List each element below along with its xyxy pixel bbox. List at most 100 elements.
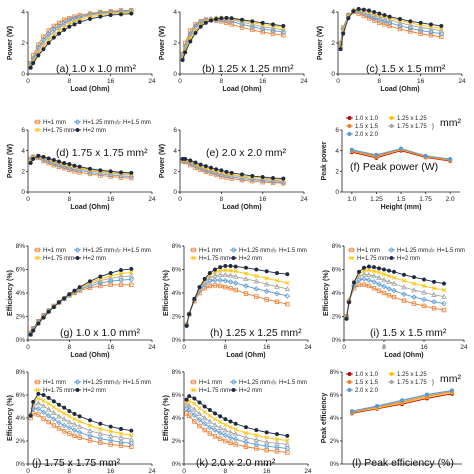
data-point bbox=[253, 286, 260, 292]
data-point bbox=[67, 292, 72, 297]
data-point bbox=[45, 30, 52, 37]
data-point bbox=[285, 433, 290, 438]
y-tick-label: 2% bbox=[332, 314, 342, 321]
legend-swatch-marker bbox=[349, 247, 354, 253]
y-axis-label: Peak power bbox=[321, 141, 328, 180]
data-point bbox=[36, 391, 41, 396]
legend-entry: H=2 mm bbox=[239, 388, 262, 394]
series-3 bbox=[183, 402, 291, 447]
x-tick-label: 16 bbox=[417, 78, 425, 85]
data-point bbox=[356, 11, 361, 16]
data-point bbox=[98, 421, 103, 426]
data-point bbox=[411, 281, 417, 286]
data-point bbox=[254, 433, 259, 438]
data-point bbox=[41, 315, 46, 320]
legend-entry: H=1 mm bbox=[199, 380, 222, 386]
data-point bbox=[411, 301, 417, 306]
x-tick-label: 24 bbox=[300, 196, 308, 203]
series-line bbox=[346, 284, 445, 317]
data-point bbox=[376, 281, 382, 287]
data-point bbox=[118, 170, 124, 175]
data-point bbox=[212, 411, 218, 416]
data-point bbox=[129, 11, 134, 16]
data-point bbox=[51, 23, 57, 29]
chart-panel-f: 0 2 4 6 1.0 1.25 1.5 1.75 2.0 Height (mm) Peak pow… bbox=[321, 115, 461, 211]
data-point bbox=[56, 31, 62, 36]
data-point bbox=[391, 287, 397, 294]
data-point bbox=[51, 29, 57, 35]
x-axis-label: Load (Ohm) bbox=[222, 86, 261, 93]
y-tick-label: 6 bbox=[173, 127, 177, 134]
data-point bbox=[284, 285, 291, 292]
legend-entry: H=2 mm bbox=[83, 128, 106, 134]
data-point bbox=[254, 428, 259, 433]
data-point bbox=[193, 160, 198, 165]
data-point bbox=[264, 269, 269, 274]
data-point bbox=[243, 430, 249, 436]
x-tick-label: 24 bbox=[458, 78, 466, 85]
x-axis-label: Height (mm) bbox=[381, 204, 422, 211]
data-point bbox=[228, 419, 233, 424]
data-point bbox=[67, 414, 72, 419]
series-line bbox=[30, 10, 132, 65]
data-point bbox=[218, 268, 223, 273]
data-point bbox=[222, 432, 229, 439]
legend: 1.0 x 1.0 1.25 x 1.25 1.5 x 1.5 1.75 x 1.75… bbox=[346, 371, 461, 394]
y-tick-label: 8% bbox=[172, 243, 182, 250]
x-tick-label: 24 bbox=[148, 468, 156, 474]
legend-swatch-marker bbox=[347, 123, 352, 129]
x-tick-label: 0 bbox=[178, 78, 182, 85]
data-point bbox=[263, 439, 270, 445]
data-point bbox=[51, 423, 57, 428]
legend-swatch-marker bbox=[191, 247, 196, 253]
data-point bbox=[62, 411, 67, 416]
data-point bbox=[41, 34, 46, 39]
x-tick-label: 0 bbox=[178, 196, 182, 203]
x-axis-label: Load (Ohm) bbox=[226, 352, 265, 359]
legend: H=1 mm H=1.25 mm H=1.5 mm H=1.75 mm H=2 mm bbox=[190, 247, 307, 262]
data-point bbox=[51, 157, 56, 163]
data-point bbox=[107, 278, 114, 285]
data-point bbox=[428, 33, 434, 38]
data-point bbox=[217, 436, 223, 441]
data-point bbox=[239, 17, 245, 22]
legend-entry: H=1.25 mm bbox=[83, 120, 114, 126]
data-point bbox=[118, 431, 124, 436]
legend-swatch-marker bbox=[75, 255, 80, 261]
y-tick-label: 6 bbox=[21, 127, 25, 134]
y-axis-label: Power (W) bbox=[7, 26, 14, 60]
panel-caption: (a) 1.0 x 1.0 mm² bbox=[56, 63, 136, 75]
data-point bbox=[254, 267, 259, 272]
data-point bbox=[118, 426, 124, 431]
y-tick-label: 6 bbox=[335, 127, 339, 134]
data-point bbox=[222, 427, 229, 433]
legend-swatch-marker bbox=[75, 127, 80, 133]
data-point bbox=[35, 400, 42, 406]
data-point bbox=[243, 265, 249, 270]
data-point bbox=[270, 31, 276, 36]
legend-swatch-marker bbox=[191, 387, 196, 393]
data-point bbox=[98, 168, 103, 173]
data-point bbox=[31, 61, 36, 66]
data-point bbox=[250, 27, 255, 33]
data-point bbox=[284, 445, 291, 452]
data-point bbox=[387, 14, 392, 19]
legend-swatch-marker bbox=[114, 247, 121, 253]
series-line bbox=[30, 11, 132, 68]
y-tick-label: 6% bbox=[172, 267, 182, 274]
x-tick-label: 8 bbox=[382, 344, 386, 351]
data-point bbox=[72, 163, 77, 168]
data-point bbox=[381, 283, 387, 290]
series-line bbox=[30, 9, 132, 64]
data-point bbox=[108, 270, 113, 276]
data-point bbox=[243, 271, 249, 276]
data-point bbox=[285, 280, 290, 286]
data-point bbox=[233, 264, 238, 269]
legend-entry: H=1.25 mm bbox=[397, 248, 428, 254]
x-tick-label: 8 bbox=[68, 468, 72, 474]
data-point bbox=[418, 20, 423, 25]
y-tick-label: 2 bbox=[335, 169, 339, 176]
data-point bbox=[382, 13, 387, 18]
